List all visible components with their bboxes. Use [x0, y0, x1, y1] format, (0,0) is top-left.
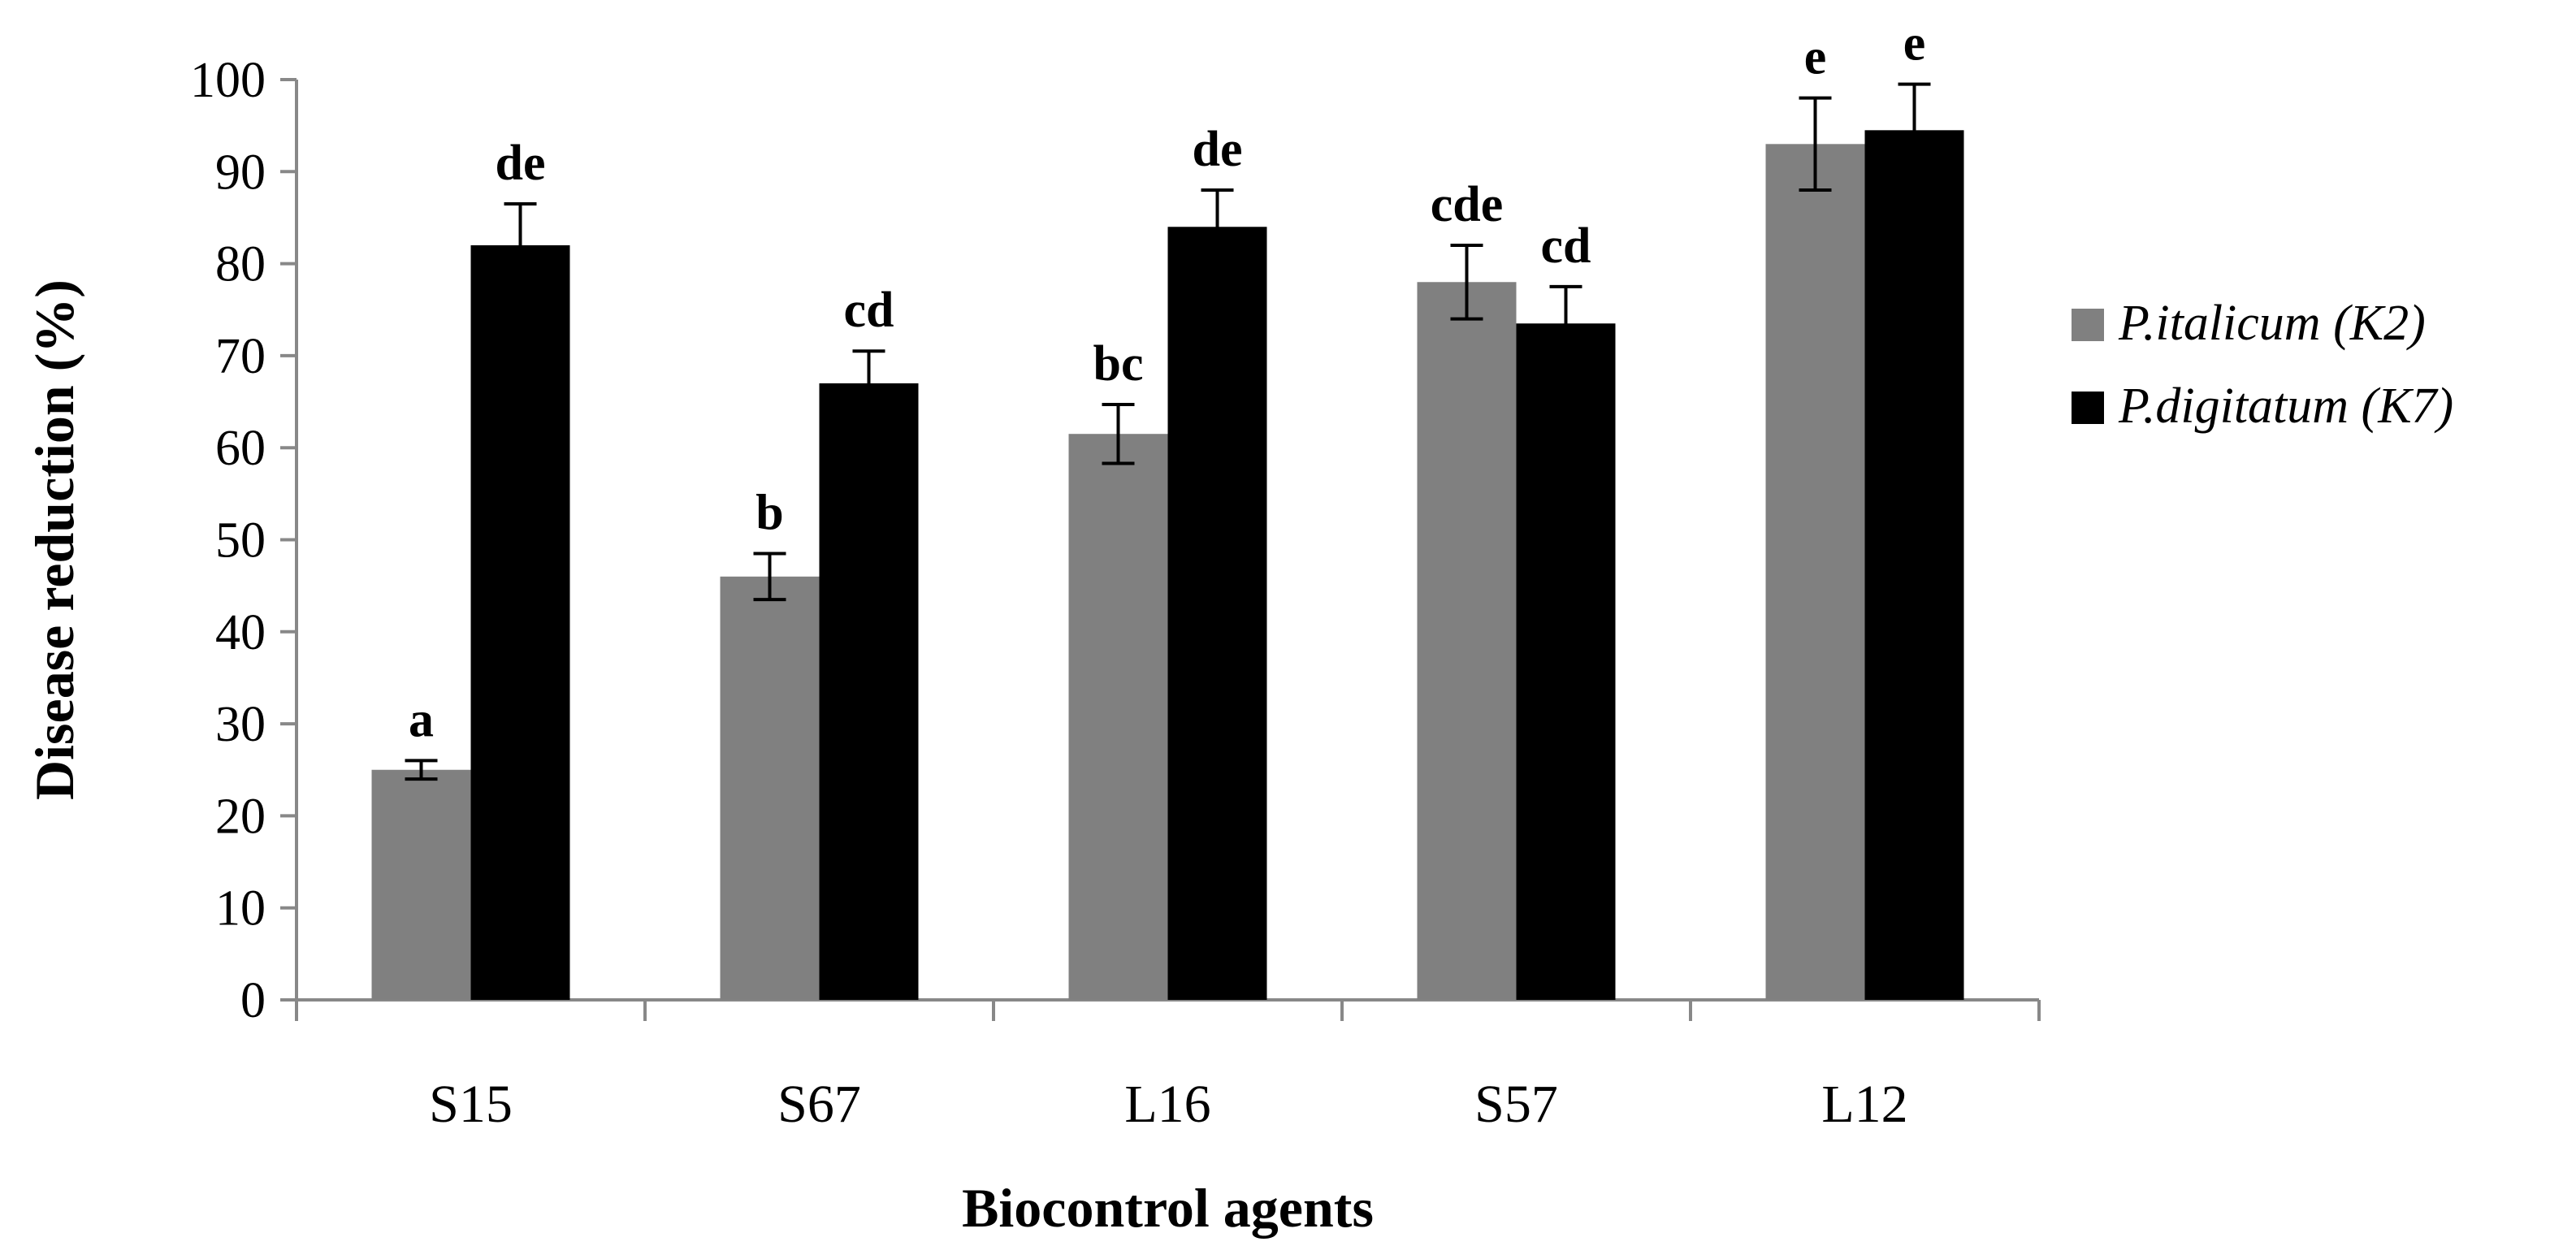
x-tick-label: S67 [777, 1075, 861, 1134]
bar-digitatum [470, 244, 570, 1000]
x-tick-label: L12 [1821, 1075, 1907, 1134]
y-tick-label: 30 [215, 697, 266, 752]
x-tick-label: S57 [1474, 1075, 1558, 1134]
significance-label: de [496, 136, 546, 191]
y-tick-label: 40 [215, 605, 266, 660]
legend-label: P.italicum (K2) [2118, 296, 2426, 351]
y-tick-label: 20 [215, 789, 266, 844]
legend: P.italicum (K2) P.digitatum (K7) [2072, 296, 2453, 434]
y-axis-title: Disease reduction (%) [24, 279, 85, 800]
bar-digitatum [819, 383, 919, 1000]
significance-label: e [1903, 16, 1926, 71]
bar-italicum [720, 576, 820, 1000]
bar-digitatum [1516, 323, 1616, 1000]
x-tick-label: L16 [1124, 1075, 1210, 1134]
bar-digitatum [1864, 130, 1964, 1001]
significance-label: cde [1431, 177, 1504, 232]
x-tick-label: S15 [429, 1075, 513, 1134]
bar-italicum [1068, 434, 1168, 1000]
bar-italicum [1765, 144, 1865, 1000]
y-tick-label: 70 [215, 329, 266, 384]
y-tick-label: 0 [240, 973, 266, 1028]
bar-digitatum [1167, 227, 1267, 1000]
significance-label: bc [1093, 336, 1144, 392]
y-tick-label: 80 [215, 237, 266, 292]
y-tick-label: 60 [215, 421, 266, 476]
plot-area: 0 10 20 30 40 50 60 70 80 90 100 S15 a de S67 b cd L16 bc d… [24, 16, 2041, 1239]
significance-label: e [1804, 30, 1827, 85]
y-tick-label: 90 [215, 145, 266, 200]
legend-label: P.digitatum (K7) [2118, 379, 2453, 434]
significance-label: a [409, 692, 434, 747]
legend-swatch [2072, 392, 2104, 424]
bar-italicum [371, 769, 471, 1000]
bar-italicum [1417, 282, 1517, 1000]
legend-swatch [2072, 309, 2104, 341]
significance-label: de [1193, 122, 1243, 177]
significance-label: cd [1541, 218, 1591, 274]
y-tick-label: 100 [190, 53, 266, 108]
x-axis-title: Biocontrol agents [962, 1177, 1374, 1239]
y-tick-label: 50 [215, 513, 266, 569]
y-tick-label: 10 [215, 881, 266, 937]
significance-label: cd [844, 283, 894, 338]
significance-label: b [755, 485, 783, 540]
